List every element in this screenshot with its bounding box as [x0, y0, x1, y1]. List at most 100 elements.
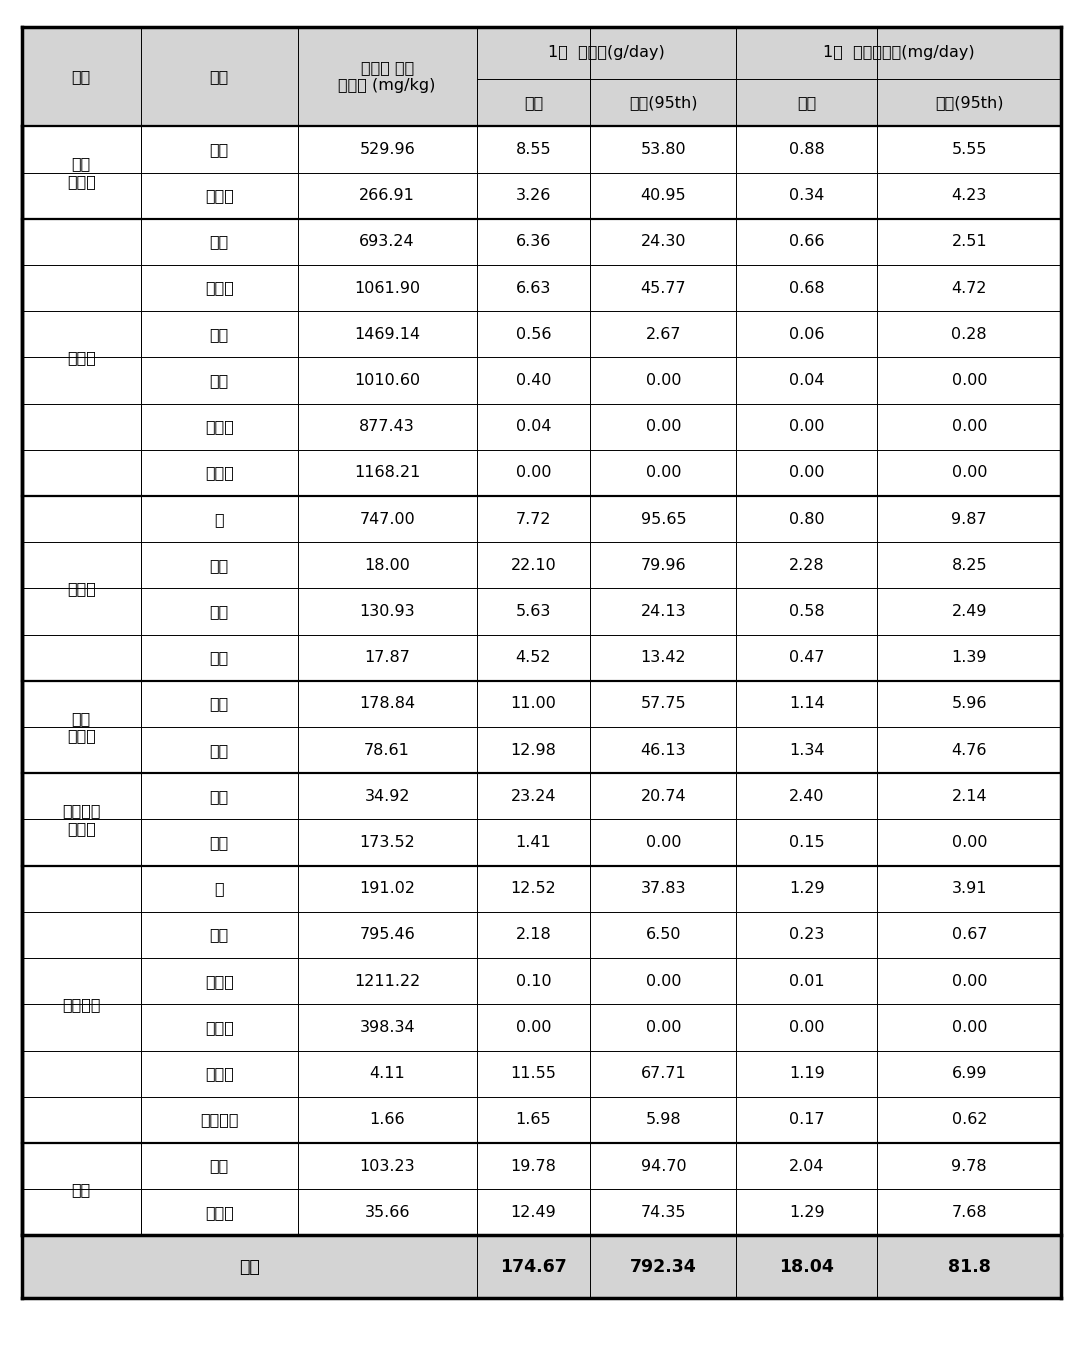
- Text: 0.80: 0.80: [790, 511, 824, 527]
- Bar: [23, 775, 140, 866]
- Text: 37.83: 37.83: [640, 881, 687, 897]
- Text: 20.74: 20.74: [640, 788, 687, 805]
- Text: 2.67: 2.67: [645, 326, 681, 342]
- Text: 1일  섭취량(g/day): 1일 섭취량(g/day): [548, 45, 665, 60]
- Text: 79.96: 79.96: [640, 557, 687, 573]
- Text: 0.00: 0.00: [645, 973, 681, 989]
- Text: 7.72: 7.72: [516, 511, 551, 527]
- Text: 품목: 품목: [210, 69, 229, 84]
- Text: 1469.14: 1469.14: [354, 326, 420, 342]
- Text: 박과
과채류: 박과 과채류: [67, 711, 95, 743]
- Text: 0.23: 0.23: [790, 927, 824, 943]
- Text: 174.67: 174.67: [500, 1257, 566, 1276]
- Text: 근채류: 근채류: [67, 580, 95, 597]
- Text: 0.10: 0.10: [516, 973, 551, 989]
- Text: 0.68: 0.68: [790, 280, 824, 296]
- Text: 2.40: 2.40: [790, 788, 824, 805]
- Text: 결구
엽채류: 결구 엽채류: [67, 156, 95, 189]
- Text: 분류: 분류: [71, 69, 91, 84]
- Text: 고추: 고추: [210, 788, 229, 805]
- Text: 6.63: 6.63: [516, 280, 551, 296]
- Bar: [23, 867, 140, 1142]
- Bar: [23, 496, 140, 680]
- Text: 40.95: 40.95: [640, 188, 687, 204]
- Text: 103.23: 103.23: [360, 1158, 415, 1174]
- Text: 오이: 오이: [210, 742, 229, 758]
- Text: 1.65: 1.65: [516, 1112, 551, 1128]
- Text: 877.43: 877.43: [360, 419, 415, 435]
- Text: 서류: 서류: [71, 1181, 91, 1197]
- Text: 치커리: 치커리: [205, 419, 234, 435]
- Text: 398.34: 398.34: [360, 1019, 415, 1036]
- Text: 부추: 부추: [210, 927, 229, 943]
- Text: 9.78: 9.78: [952, 1158, 987, 1174]
- Text: 0.58: 0.58: [790, 603, 824, 620]
- Bar: [23, 126, 140, 217]
- Text: 12.52: 12.52: [510, 881, 557, 897]
- Text: 0.62: 0.62: [952, 1112, 987, 1128]
- Text: 4.52: 4.52: [516, 650, 551, 666]
- Text: 3.91: 3.91: [952, 881, 987, 897]
- Text: 2.18: 2.18: [516, 927, 551, 943]
- Text: 23.24: 23.24: [510, 788, 557, 805]
- Text: 266.91: 266.91: [360, 188, 415, 204]
- Text: 1일  인체노출량(mg/day): 1일 인체노출량(mg/day): [823, 45, 975, 60]
- Text: 13.42: 13.42: [640, 650, 687, 666]
- Text: 0.00: 0.00: [952, 372, 987, 389]
- Text: 792.34: 792.34: [630, 1257, 696, 1276]
- Text: 6.36: 6.36: [516, 234, 551, 250]
- Text: 0.00: 0.00: [952, 419, 987, 435]
- Text: 2.51: 2.51: [952, 234, 987, 250]
- Text: 6.99: 6.99: [952, 1065, 987, 1082]
- Text: 1061.90: 1061.90: [354, 280, 420, 296]
- Text: 2.28: 2.28: [790, 557, 824, 573]
- Text: 엽채류: 엽채류: [67, 349, 95, 366]
- Text: 0.34: 0.34: [790, 188, 824, 204]
- Text: 19.78: 19.78: [510, 1158, 557, 1174]
- Text: 178.84: 178.84: [360, 696, 415, 712]
- Text: 2.49: 2.49: [952, 603, 987, 620]
- Text: 0.00: 0.00: [790, 1019, 824, 1036]
- Text: 당근: 당근: [210, 603, 229, 620]
- Bar: [23, 219, 140, 496]
- Text: 0.56: 0.56: [516, 326, 551, 342]
- Text: 1.19: 1.19: [788, 1065, 825, 1082]
- Bar: [23, 1143, 140, 1235]
- Text: 795.46: 795.46: [360, 927, 415, 943]
- Text: 2.14: 2.14: [952, 788, 987, 805]
- Text: 7.68: 7.68: [952, 1204, 987, 1220]
- Text: 8.25: 8.25: [952, 557, 987, 573]
- Text: 12.49: 12.49: [510, 1204, 557, 1220]
- Text: 8.55: 8.55: [516, 141, 551, 158]
- Text: 4.11: 4.11: [369, 1065, 405, 1082]
- Text: 1.34: 1.34: [790, 742, 824, 758]
- Text: 53.80: 53.80: [640, 141, 687, 158]
- Text: 1010.60: 1010.60: [354, 372, 420, 389]
- Text: 근대: 근대: [210, 372, 229, 389]
- Text: 0.15: 0.15: [790, 834, 824, 851]
- Text: 81.8: 81.8: [948, 1257, 991, 1276]
- Text: 5.63: 5.63: [516, 603, 551, 620]
- Text: 94.70: 94.70: [640, 1158, 687, 1174]
- Text: 0.40: 0.40: [516, 372, 551, 389]
- Text: 4.23: 4.23: [952, 188, 987, 204]
- Text: 0.00: 0.00: [645, 372, 681, 389]
- Text: 3.26: 3.26: [516, 188, 551, 204]
- Text: 0.00: 0.00: [645, 419, 681, 435]
- Text: 질산염 평균
검출량 (mg/kg): 질산염 평균 검출량 (mg/kg): [339, 61, 435, 92]
- Text: 0.00: 0.00: [952, 465, 987, 481]
- Text: 배추: 배추: [210, 141, 229, 158]
- Text: 호박: 호박: [210, 696, 229, 712]
- Text: 191.02: 191.02: [360, 881, 415, 897]
- Text: 0.04: 0.04: [790, 372, 824, 389]
- Text: 0.00: 0.00: [952, 1019, 987, 1036]
- Text: 747.00: 747.00: [360, 511, 415, 527]
- Text: 0.00: 0.00: [645, 1019, 681, 1036]
- Text: 0.01: 0.01: [790, 973, 824, 989]
- Text: 57.75: 57.75: [640, 696, 687, 712]
- Text: 0.00: 0.00: [645, 834, 681, 851]
- Text: 쑥갓: 쑥갓: [210, 326, 229, 342]
- Text: 0.66: 0.66: [790, 234, 824, 250]
- Text: 0.06: 0.06: [790, 326, 824, 342]
- Text: 693.24: 693.24: [360, 234, 415, 250]
